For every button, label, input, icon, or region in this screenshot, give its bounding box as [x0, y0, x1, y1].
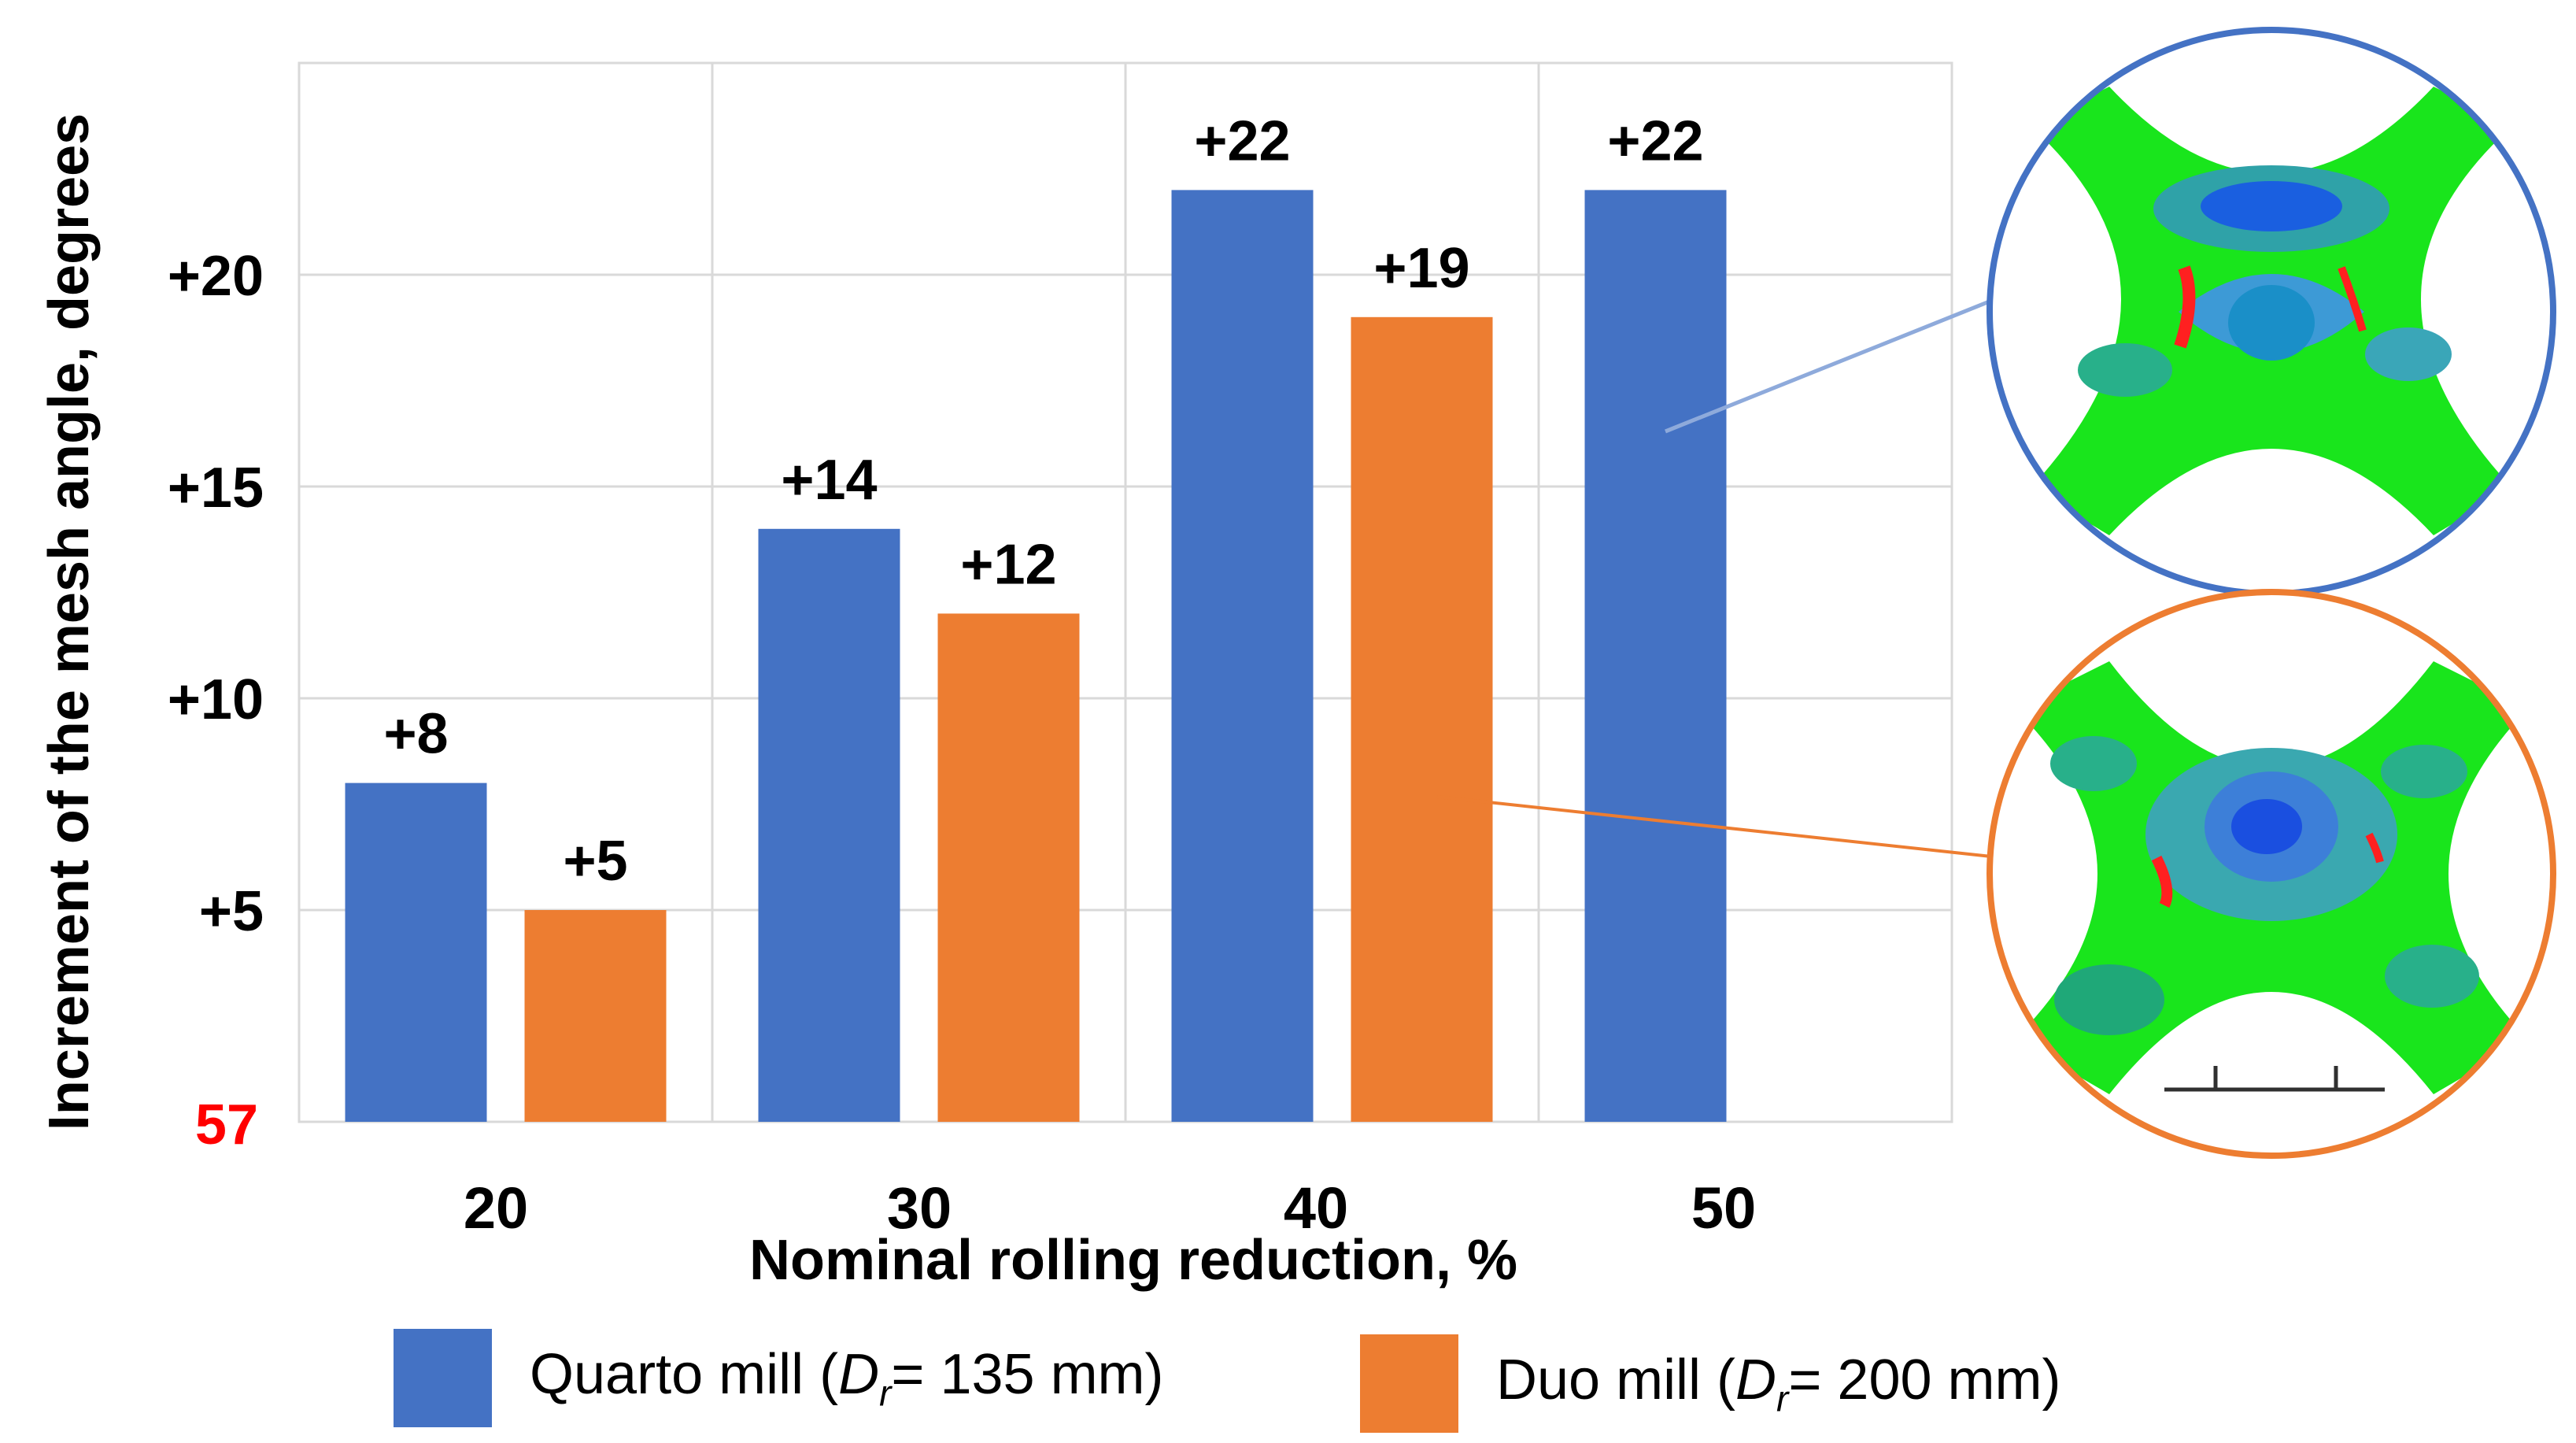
- bar-duo-mill-40: [1351, 316, 1493, 1122]
- y-axis-label: Increment of the mesh angle, degrees: [38, 113, 101, 1130]
- x-tick-label: 50: [1691, 1175, 1756, 1241]
- legend-swatch-duo: [1360, 1334, 1458, 1433]
- bars: [345, 190, 1727, 1122]
- y-tick-label: +10: [168, 668, 264, 731]
- y-tick-label: +15: [168, 457, 264, 520]
- quarto-inset-connector: [1665, 298, 1992, 434]
- bar-quarto-mill-30: [758, 528, 900, 1122]
- legend-swatch-quarto: [394, 1329, 492, 1427]
- x-axis: 20 30 40 50: [464, 1175, 1756, 1241]
- y-tick-label: +5: [199, 880, 264, 943]
- data-label: +14: [781, 449, 877, 512]
- duo-inset-connector: [1436, 795, 1992, 858]
- legend-duo: Duo mill (Dr= 200 mm): [1360, 1334, 2060, 1433]
- data-label: +22: [1194, 109, 1290, 172]
- legend-label-quarto: Quarto mill (Dr= 135 mm): [530, 1342, 1164, 1414]
- x-tick-label: 30: [887, 1175, 952, 1241]
- data-label: +8: [383, 703, 448, 766]
- duo-inset: [1436, 589, 2556, 1159]
- legend-quarto: Quarto mill (Dr= 135 mm): [394, 1329, 1164, 1427]
- data-label: +19: [1373, 237, 1469, 300]
- y-axis: +5 +10 +15 +20 57: [168, 245, 264, 1156]
- bar-quarto-mill-40: [1171, 190, 1314, 1122]
- x-tick-label: 40: [1284, 1175, 1348, 1241]
- y-tick-label: +20: [168, 245, 264, 308]
- data-label: +5: [563, 830, 627, 893]
- data-label: +22: [1607, 109, 1703, 172]
- data-label: +12: [960, 533, 1056, 596]
- legend-label-duo: Duo mill (Dr= 200 mm): [1496, 1348, 2061, 1419]
- x-axis-label: Nominal rolling reduction, %: [749, 1229, 1517, 1292]
- bar-duo-mill-20: [524, 910, 667, 1122]
- x-tick-label: 20: [464, 1175, 528, 1241]
- bar-quarto-mill-20: [345, 783, 487, 1122]
- quarto-inset: [1665, 27, 2556, 597]
- bar-duo-mill-30: [937, 613, 1080, 1122]
- y-baseline-label: 57: [195, 1093, 258, 1156]
- duo-inset-border: [1987, 589, 2556, 1159]
- data-labels: +8 +5 +14 +12 +22 +19 +22: [383, 109, 1703, 893]
- bar-quarto-mill-50: [1584, 190, 1727, 1122]
